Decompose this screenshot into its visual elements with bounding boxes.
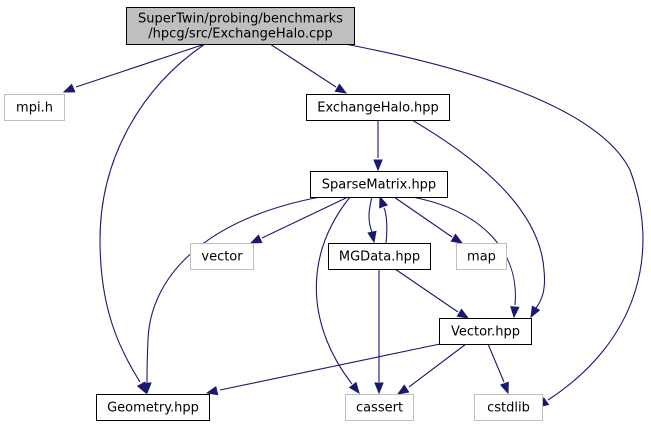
edge-exchangehalo-to-sparsematrix xyxy=(373,120,383,172)
edge-sparsematrix-to-cassert xyxy=(315,196,360,395)
arrowhead xyxy=(348,381,360,395)
node-vectorhpp[interactable]: Vector.hpp xyxy=(439,318,532,345)
node-label: ExchangeHalo.hpp xyxy=(317,101,438,116)
edge-root-to-geometry xyxy=(99,43,206,395)
node-root[interactable]: SuperTwin/probing/benchmarks/hpcg/src/Ex… xyxy=(126,7,355,45)
arrowhead xyxy=(249,234,263,244)
arrowhead xyxy=(499,381,509,395)
edge-root-to-mpi xyxy=(62,43,206,93)
node-box xyxy=(306,94,450,121)
arrowhead xyxy=(396,384,410,395)
arrowhead xyxy=(62,83,76,93)
arrowhead xyxy=(334,83,348,94)
edge-line xyxy=(394,268,459,313)
arrowhead xyxy=(456,308,470,319)
node-cassert[interactable]: cassert xyxy=(345,394,414,421)
edge-line xyxy=(75,43,206,88)
edge-line xyxy=(383,207,388,244)
edge-sparsematrix-to-geometry xyxy=(142,196,321,395)
node-box xyxy=(4,94,65,121)
arrowhead xyxy=(142,382,152,395)
edge-line xyxy=(411,119,546,309)
edge-line xyxy=(261,196,349,239)
node-map[interactable]: map xyxy=(456,243,507,270)
node-box xyxy=(345,394,414,421)
node-label: cassert xyxy=(356,401,403,416)
edge-sparsematrix-to-map xyxy=(393,196,464,244)
node-box xyxy=(190,243,254,270)
node-box xyxy=(456,243,507,270)
edge-root-to-exchangehalo xyxy=(269,43,348,94)
node-label: SuperTwin/probing/benchmarks xyxy=(138,12,343,27)
node-label: cstdlib xyxy=(487,401,530,416)
arrowhead xyxy=(530,305,541,319)
node-label: /hpcg/src/ExchangeHalo.cpp xyxy=(148,27,332,42)
node-box xyxy=(126,7,355,45)
arrowhead xyxy=(205,386,219,396)
edge-line xyxy=(368,196,373,233)
node-label: Vector.hpp xyxy=(451,325,520,340)
node-label: Geometry.hpp xyxy=(107,401,199,416)
node-label: SparseMatrix.hpp xyxy=(322,178,436,193)
edge-line xyxy=(411,196,516,306)
node-box xyxy=(439,318,532,345)
edge-line xyxy=(344,43,644,401)
node-mgdata[interactable]: MGData.hpp xyxy=(328,243,431,270)
edge-sparsematrix-to-vector_std xyxy=(249,196,349,244)
node-sparsematrix[interactable]: SparseMatrix.hpp xyxy=(310,171,448,198)
edge-mgdata-to-sparsematrix xyxy=(379,195,389,244)
node-geometry[interactable]: Geometry.hpp xyxy=(96,394,210,421)
node-exchangehalo[interactable]: ExchangeHalo.hpp xyxy=(306,94,450,121)
arrowhead xyxy=(367,230,377,244)
node-vector_std[interactable]: vector xyxy=(190,243,254,270)
edge-line xyxy=(219,343,441,391)
edges-layer xyxy=(62,43,644,408)
edge-line xyxy=(99,43,206,383)
node-label: vector xyxy=(201,250,243,265)
edge-vectorhpp-to-cassert xyxy=(396,343,467,395)
node-mpi[interactable]: mpi.h xyxy=(4,94,65,121)
node-box xyxy=(474,394,543,421)
node-cstdlib[interactable]: cstdlib xyxy=(474,394,543,421)
edge-line xyxy=(315,196,353,385)
edge-mgdata-to-vectorhpp xyxy=(394,268,470,319)
edge-line xyxy=(146,196,321,383)
edge-vectorhpp-to-geometry xyxy=(205,343,441,396)
node-box xyxy=(96,394,210,421)
nodes-layer: SuperTwin/probing/benchmarks/hpcg/src/Ex… xyxy=(4,7,543,421)
edge-sparsematrix-to-mgdata xyxy=(367,196,377,244)
node-label: map xyxy=(467,250,496,265)
edge-exchangehalo-to-vectorhpp xyxy=(411,119,546,319)
arrowhead xyxy=(374,382,384,395)
node-box xyxy=(310,171,448,198)
node-box xyxy=(328,243,431,270)
arrowhead xyxy=(379,195,389,209)
edge-sparsematrix-to-vectorhpp xyxy=(411,196,520,319)
edge-line xyxy=(408,343,467,388)
node-label: MGData.hpp xyxy=(339,250,420,265)
arrowhead xyxy=(510,306,520,319)
edge-vectorhpp-to-cstdlib xyxy=(487,343,509,395)
edge-line xyxy=(487,343,505,383)
node-label: mpi.h xyxy=(16,101,53,116)
arrowhead xyxy=(373,159,383,172)
edge-line xyxy=(269,43,337,88)
arrowhead xyxy=(450,233,464,244)
edge-line xyxy=(393,196,453,238)
edge-mgdata-to-cassert xyxy=(374,269,384,395)
